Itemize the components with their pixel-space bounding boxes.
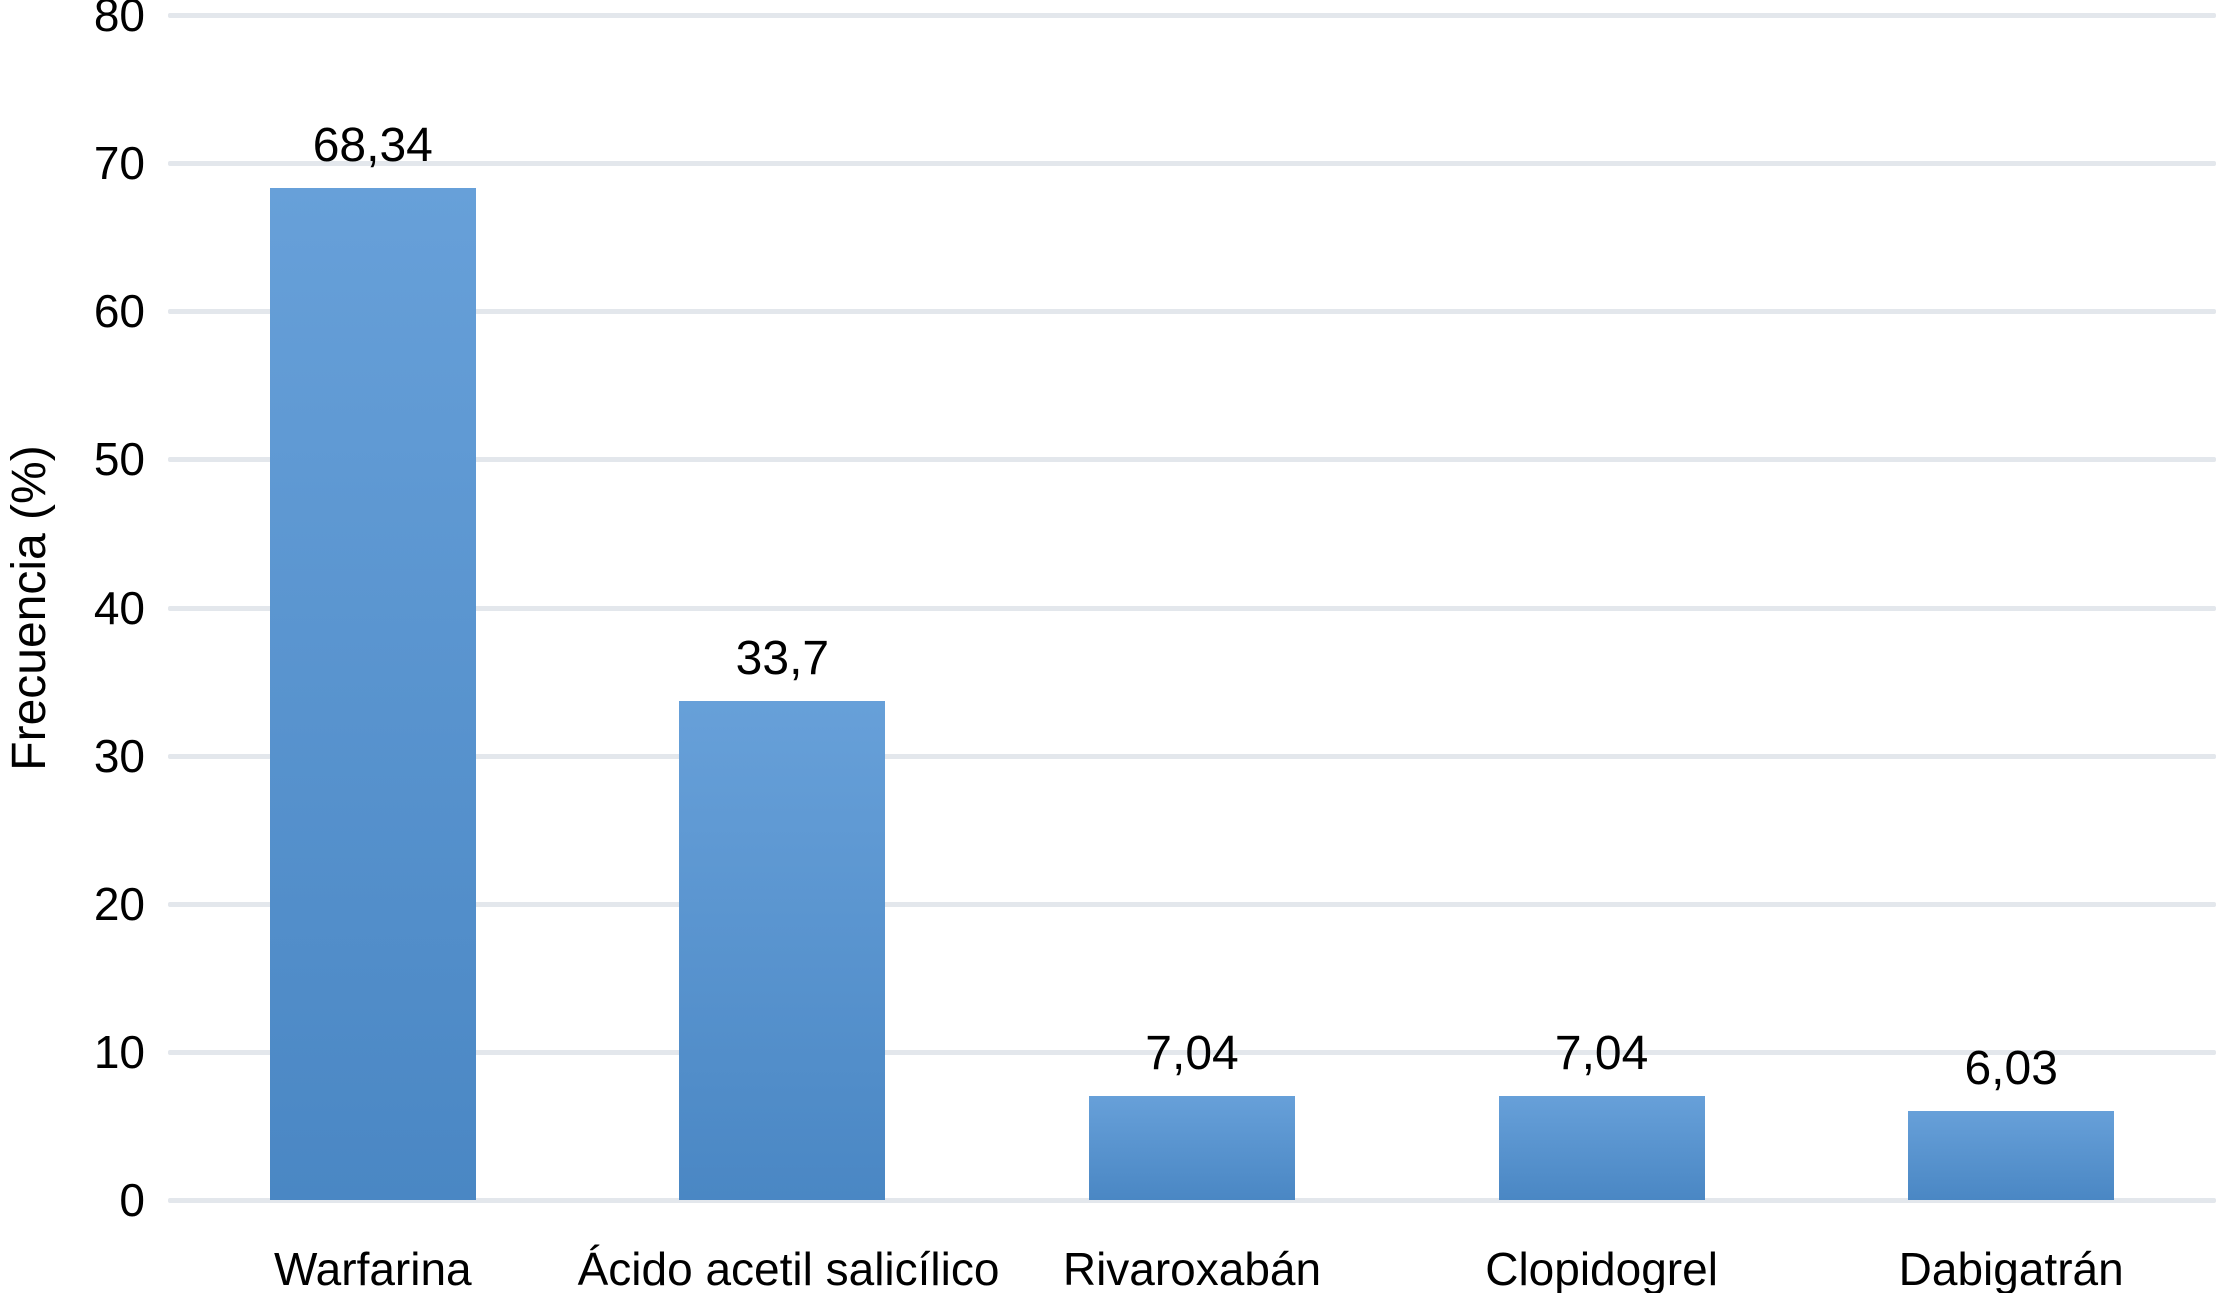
gridline	[168, 1049, 2216, 1055]
gridline	[168, 13, 2216, 18]
y-axis-tick-label: 30	[93, 729, 145, 782]
x-axis-category-label: Rivaroxabán	[1062, 1243, 1322, 1293]
bar	[1498, 1095, 1705, 1200]
y-axis-tick-label: 40	[93, 581, 145, 634]
gridline	[168, 309, 2216, 315]
gridline	[168, 1198, 2216, 1203]
bar-value-label: 6,03	[1964, 1041, 2058, 1095]
y-axis-tick-label: 60	[93, 285, 145, 338]
y-axis-tick-label: 50	[93, 433, 145, 486]
bar-value-label: 7,04	[1145, 1026, 1239, 1080]
x-axis-category-label: Dabigatrán	[1898, 1243, 2124, 1293]
bar	[679, 700, 886, 1200]
x-axis-category-label: Ácido acetil salicílico	[577, 1243, 1000, 1293]
gridline	[168, 161, 2216, 167]
y-axis-tick-label: 80	[93, 0, 145, 41]
y-axis-tick-label: 20	[93, 877, 145, 930]
bar	[1908, 1110, 2115, 1200]
bar	[269, 187, 476, 1200]
gridline	[168, 457, 2216, 463]
gridline	[168, 901, 2216, 907]
bar-value-label: 33,7	[735, 631, 830, 685]
x-axis-category-label: Warfarina	[273, 1243, 472, 1293]
y-axis-tick-label: 0	[119, 1174, 145, 1226]
gridline	[168, 605, 2216, 611]
y-axis-tick-label: 70	[93, 137, 145, 190]
bar-value-label: 7,04	[1554, 1026, 1649, 1080]
bar-value-label: 68,34	[312, 118, 433, 172]
bar	[1089, 1095, 1295, 1200]
y-axis-tick-label: 10	[93, 1025, 145, 1078]
gridline	[168, 753, 2216, 759]
x-axis-category-label: Clopidogrel	[1485, 1243, 1718, 1293]
